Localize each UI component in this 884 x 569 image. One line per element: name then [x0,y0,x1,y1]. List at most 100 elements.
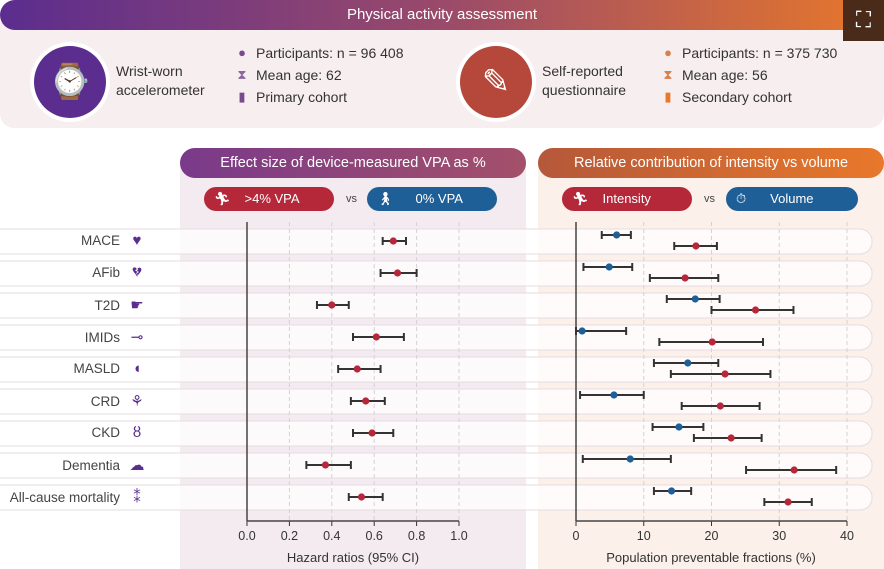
cohort-text: Primary cohort [256,89,348,105]
legend-intensity: 🏃︎ Intensity [562,187,692,211]
expand-icon[interactable]: ⛶ [843,0,884,41]
point-estimate [691,295,699,303]
hazard-panel-title: Effect size of device-measured VPA as % [180,148,526,178]
point-estimate [721,370,729,378]
cohort-text: Secondary cohort [682,89,792,105]
point-estimate [321,461,330,469]
legend-volume: ⏱︎ Volume [726,187,858,211]
legend-label: Volume [770,191,814,206]
row-label-text: Dementia [62,457,120,473]
point-estimate [389,237,397,245]
row-band [0,292,873,319]
row-label-text: IMIDs [84,329,120,345]
point-estimate [751,306,760,314]
running-icon: 🏃︎ [572,191,589,206]
method-title-line: Wrist-worn [116,63,183,79]
ppf-x-label: Population preventable fractions (%) [606,550,816,565]
legend-label: >4% VPA [244,191,300,206]
point-estimate [610,391,618,399]
row-label: MASLD ◖ [73,360,146,377]
x-tick-label: 0.2 [281,529,298,543]
document-icon: ▮ [664,89,672,104]
row-label: Dementia ☁ [62,456,146,474]
row-label: IMIDs ⊸ [85,328,146,346]
method-title: Wrist-worn accelerometer [116,62,205,100]
row-label-text: CRD [90,393,120,409]
row-label: All-cause mortality ⁑ [10,488,146,506]
row-label-text: MASLD [73,361,120,376]
row-label: T2D ☛ [94,296,146,314]
legend-vs: vs [704,193,715,205]
point-estimate [667,487,676,495]
row-label-text: T2D [94,297,120,313]
x-tick-label: 0.6 [366,529,383,543]
running-icon: 🏃︎ [214,191,231,206]
point-estimate [605,263,613,271]
row-label-text: CKD [91,425,120,440]
method-title: Self-reported questionnaire [542,62,626,100]
x-tick-label: 0.8 [408,529,425,543]
person-icon: ● [664,45,672,60]
x-tick-label: 0.0 [238,529,255,543]
point-estimate [692,242,700,250]
x-tick-label: 40 [840,529,854,543]
row-band [0,228,873,255]
pancreas-icon: ☛ [130,297,144,314]
mean-age-info: ⧗ Mean age: 62 [236,66,404,84]
point-estimate [372,333,380,341]
row-label-text: AFib [92,265,120,280]
joint-icon: ⊸ [130,329,144,346]
mean-age-text: Mean age: 62 [256,67,342,83]
point-estimate [727,434,735,442]
mean-age-text: Mean age: 56 [682,67,768,83]
point-estimate [362,397,370,405]
legend-label: Intensity [602,191,651,206]
point-estimate [626,455,634,463]
mean-age-info: ⧗ Mean age: 56 [662,66,837,84]
cohort-info: ▮ Primary cohort [236,88,404,106]
point-estimate [675,423,683,431]
hourglass-icon: ⧗ [663,67,673,82]
brain-icon: ☁ [129,457,145,474]
point-estimate [790,466,798,474]
method-title-line: questionnaire [542,82,627,98]
point-estimate [368,429,376,437]
legend-label: 0% VPA [415,191,463,206]
participants-text: Participants: n = 375 730 [682,45,838,61]
point-estimate [357,493,366,501]
ppf-panel-title: Relative contribution of intensity vs vo… [538,148,884,178]
row-band [0,388,873,415]
participants-text: Participants: n = 96 408 [256,45,404,61]
legend-vs: vs [346,193,357,205]
cohort-info: ▮ Secondary cohort [662,88,837,106]
x-tick-label: 30 [772,529,786,543]
person-icon: ● [238,45,246,60]
x-tick-label: 10 [637,529,651,543]
hourglass-icon: ⧗ [237,67,247,82]
row-label: CRD ⚘ [91,392,146,410]
document-icon: ▮ [238,89,246,104]
row-label: MACE ♥ [81,232,146,249]
point-estimate [578,327,586,335]
point-estimate [681,274,689,282]
x-tick-label: 20 [705,529,719,543]
point-estimate [393,269,402,277]
liver-icon: ◖ [132,360,142,377]
row-label: AFib 💔︎ [92,264,146,281]
walking-icon: 🚶︎ [377,191,394,206]
stopwatch-icon: ⏱︎ [736,191,747,206]
x-tick-label: 0 [573,529,580,543]
kidneys-icon: ȣ [132,424,142,441]
hazard-x-label: Hazard ratios (95% CI) [286,550,420,565]
point-estimate [708,338,716,346]
method-title-line: Self-reported [542,63,623,79]
point-estimate [328,301,336,309]
broken-heart-icon: 💔︎ [132,264,142,281]
row-label: CKD ȣ [91,424,146,441]
participants-info: ● Participants: n = 96 408 [236,44,404,62]
point-estimate [613,231,621,239]
participants-info: ● Participants: n = 375 730 [662,44,837,62]
questionnaire-icon: ✎ [460,46,532,118]
footprints-icon: ⁑ [133,489,141,506]
lungs-icon: ⚘ [130,393,144,410]
